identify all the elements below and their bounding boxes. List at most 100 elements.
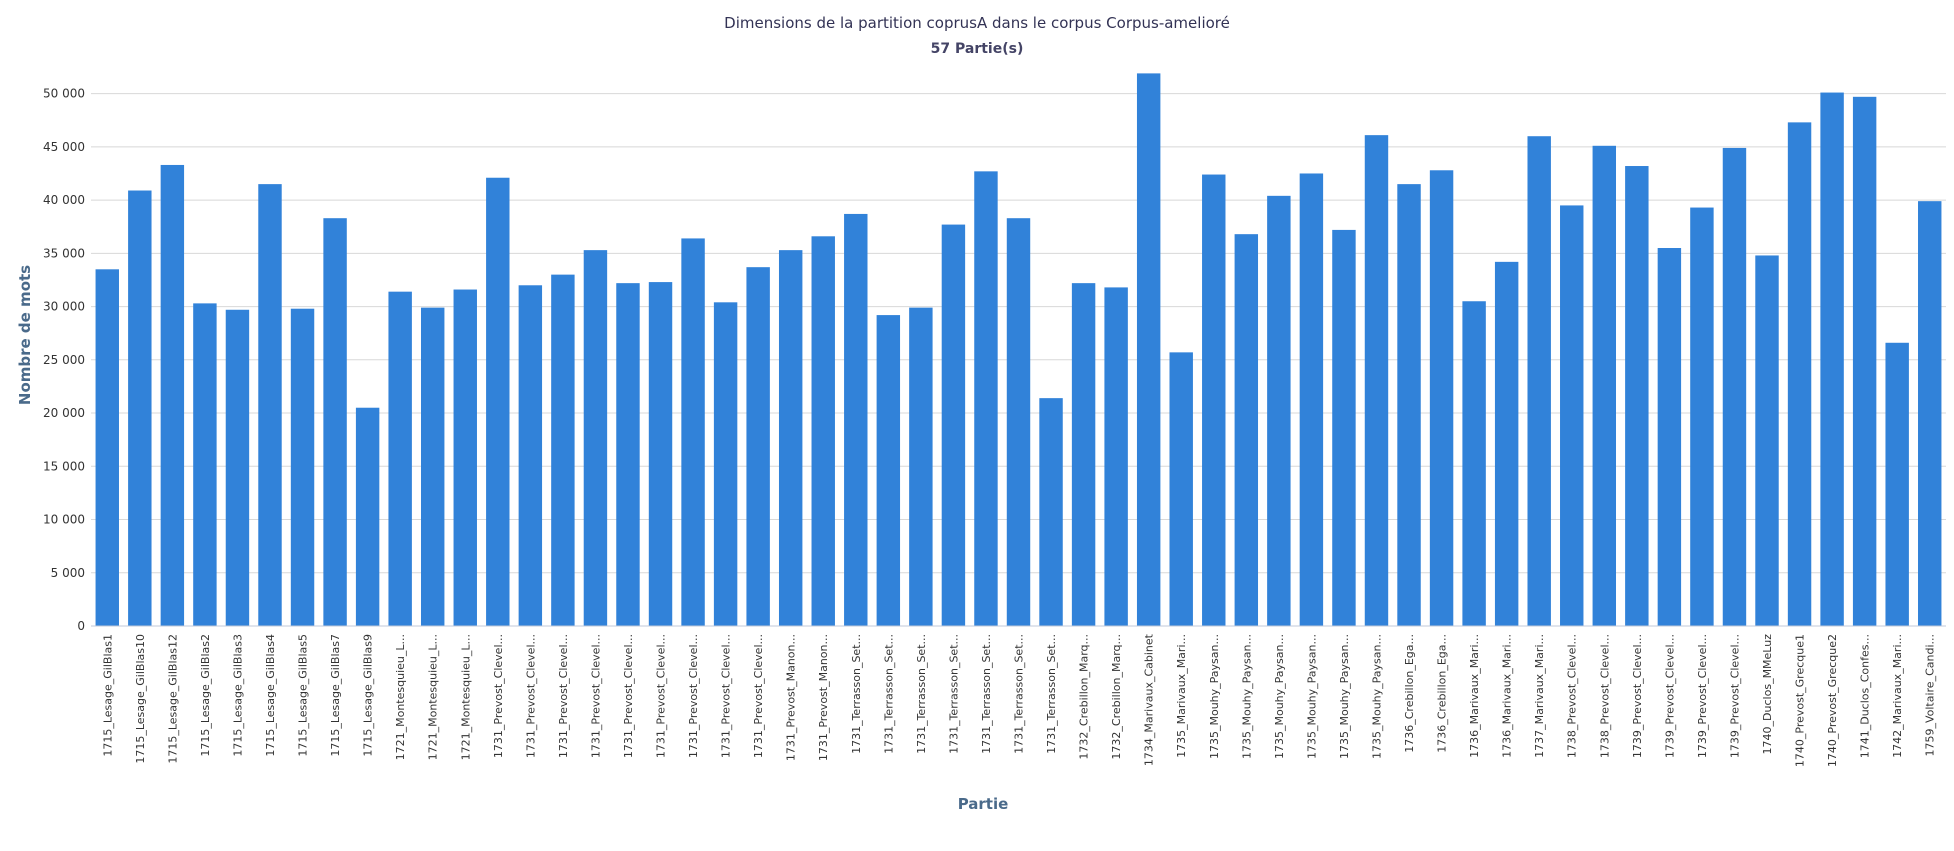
bar[interactable] (420, 307, 445, 626)
x-tick-label: 1715_Lesage_GilBlas10 (134, 634, 147, 764)
bar[interactable] (225, 309, 250, 626)
bar[interactable] (583, 250, 608, 627)
x-tick-label: 1739_Prevost_Clevel... (1631, 634, 1644, 758)
x-tick-label: 1721_Montesquieu_L... (394, 634, 407, 760)
bar[interactable] (713, 302, 738, 626)
bar[interactable] (1592, 145, 1617, 627)
y-tick-label: 0 (77, 619, 85, 633)
bar[interactable] (355, 407, 380, 626)
x-tick-label: 1731_Terrasson_Set... (850, 634, 863, 754)
x-tick-label: 1731_Prevost_Clevel... (622, 634, 635, 758)
bar[interactable] (844, 213, 868, 627)
bar[interactable] (1006, 218, 1031, 626)
bar[interactable] (1071, 283, 1096, 626)
x-tick-label: 1735_Marivaux_Mari... (1175, 634, 1188, 758)
x-tick-label: 1715_Lesage_GilBlas2 (199, 634, 212, 757)
bar[interactable] (258, 184, 282, 626)
bar[interactable] (1625, 166, 1649, 626)
x-tick-label: 1731_Terrasson_Set... (882, 634, 895, 754)
y-tick-label: 20 000 (43, 406, 85, 420)
bar[interactable] (1657, 248, 1682, 626)
bar[interactable] (323, 218, 347, 626)
x-tick-label: 1739_Prevost_Clevel... (1663, 634, 1676, 758)
bar[interactable] (811, 236, 835, 626)
y-tick-label: 15 000 (43, 459, 85, 473)
x-tick-label: 1731_Prevost_Clevel... (687, 634, 700, 758)
bar[interactable] (160, 164, 185, 626)
bar[interactable] (1104, 287, 1128, 626)
bar[interactable] (1560, 205, 1584, 626)
bar[interactable] (1462, 301, 1486, 626)
bar[interactable] (941, 224, 966, 626)
bar[interactable] (290, 308, 315, 626)
x-tick-label: 1732_Crebillon_Marq... (1110, 634, 1123, 760)
bar[interactable] (486, 177, 510, 627)
x-tick-label: 1731_Prevost_Clevel... (752, 634, 765, 758)
bar[interactable] (1885, 342, 1909, 626)
bar[interactable] (128, 190, 152, 626)
x-tick-label: 1731_Prevost_Clevel... (589, 634, 602, 758)
x-tick-label: 1740_Prevost_Grecque1 (1794, 634, 1807, 767)
bar[interactable] (1690, 207, 1714, 626)
bar[interactable] (616, 283, 640, 626)
bar[interactable] (778, 250, 803, 627)
bar[interactable] (1852, 96, 1877, 626)
x-tick-label: 1715_Lesage_GilBlas4 (264, 634, 277, 757)
bar[interactable] (95, 269, 119, 626)
bar[interactable] (648, 282, 673, 626)
bar[interactable] (1169, 352, 1193, 626)
bar[interactable] (1494, 261, 1519, 626)
x-tick-label: 1734_Marivaux_Cabinet (1143, 633, 1156, 766)
bar[interactable] (1364, 135, 1389, 626)
bar[interactable] (1202, 174, 1226, 626)
bar[interactable] (453, 289, 477, 626)
y-tick-label: 40 000 (43, 193, 85, 207)
bar[interactable] (746, 267, 770, 626)
bar[interactable] (551, 274, 575, 626)
x-tick-label: 1735_Mouhy_Paysan... (1208, 634, 1221, 759)
x-tick-label: 1731_Terrasson_Set... (1045, 634, 1058, 754)
x-tick-label: 1736_Crebillon_Ega... (1403, 634, 1416, 753)
x-tick-label: 1735_Mouhy_Paysan... (1338, 634, 1351, 759)
y-tick-label: 50 000 (43, 87, 85, 101)
x-tick-label: 1735_Mouhy_Paysan... (1370, 634, 1383, 759)
bar[interactable] (1332, 229, 1356, 626)
bar[interactable] (1136, 73, 1161, 627)
x-tick-label: 1731_Prevost_Clevel... (557, 634, 570, 758)
x-tick-label: 1721_Montesquieu_L... (427, 634, 440, 760)
bar[interactable] (1918, 201, 1942, 626)
bar[interactable] (1234, 234, 1259, 627)
bar[interactable] (1267, 195, 1291, 627)
x-tick-label: 1731_Terrasson_Set... (915, 634, 928, 754)
bar[interactable] (518, 285, 543, 626)
bar[interactable] (193, 303, 217, 626)
bar[interactable] (1755, 255, 1779, 626)
bar[interactable] (974, 171, 998, 626)
bar[interactable] (1787, 122, 1812, 627)
bar[interactable] (1820, 92, 1844, 627)
bar[interactable] (681, 238, 705, 626)
bar[interactable] (1299, 173, 1324, 626)
bar[interactable] (1429, 170, 1454, 626)
y-tick-label: 35 000 (43, 246, 85, 260)
bar[interactable] (1039, 398, 1063, 626)
x-tick-label: 1737_Marivaux_Mari... (1533, 634, 1546, 758)
bar[interactable] (1397, 184, 1421, 626)
bar[interactable] (1722, 147, 1747, 626)
x-tick-label: 1731_Prevost_Clevel... (524, 634, 537, 758)
x-tick-label: 1735_Mouhy_Paysan... (1273, 634, 1286, 759)
y-tick-label: 25 000 (43, 353, 85, 367)
y-tick-label: 5 000 (51, 566, 85, 580)
x-tick-label: 1731_Terrasson_Set... (1013, 634, 1026, 754)
x-tick-label: 1736_Crebillon_Ega... (1436, 634, 1449, 753)
x-tick-label: 1731_Prevost_Clevel... (720, 634, 733, 758)
y-axis-label: Nombre de mots (16, 265, 34, 405)
x-tick-label: 1739_Prevost_Clevel... (1696, 634, 1709, 758)
x-axis-label: Partie (958, 795, 1009, 813)
bar[interactable] (909, 307, 933, 626)
x-tick-label: 1736_Marivaux_Mari... (1501, 634, 1514, 758)
bar[interactable] (876, 315, 901, 626)
bar[interactable] (388, 291, 412, 626)
bar[interactable] (1527, 136, 1551, 626)
